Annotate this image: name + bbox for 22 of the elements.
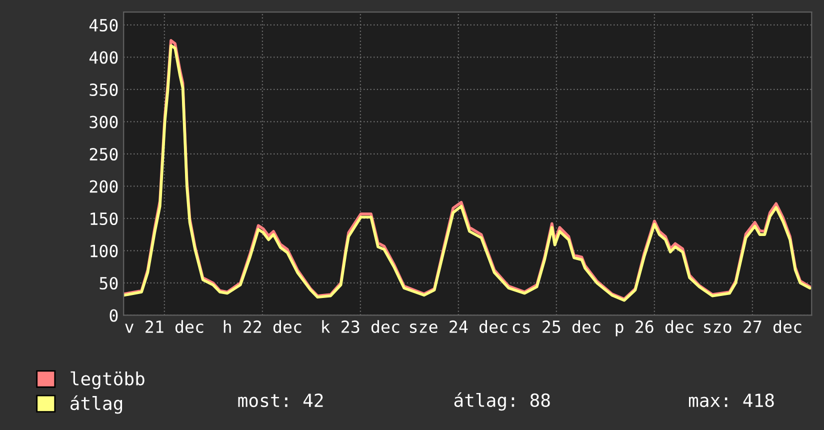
x-tick-label: cs 25 dec [512, 320, 600, 334]
x-tick-label: p 26 dec [616, 320, 694, 336]
y-tick-label: 300 [90, 116, 118, 128]
y-tick-label: 50 [100, 276, 118, 290]
text: átlag: 88 [454, 392, 550, 411]
y-tick-label: 450 [89, 18, 118, 32]
y-tick-label: 200 [90, 180, 118, 193]
x-tick-label: sze 24 dec [410, 320, 508, 334]
x-tick-label: k 23 dec [322, 320, 400, 334]
y-tick-label: 100 [90, 244, 118, 258]
x-tick-label: v 21 dec [125, 320, 204, 334]
y-tick-label: 250 [90, 148, 118, 161]
x-tick-label: szo 27 dec [704, 320, 802, 334]
y-tick-label: 0 [110, 309, 118, 322]
legend-label: átlag [70, 395, 122, 414]
text: max: 418 [689, 393, 774, 408]
text: most: 42 [238, 393, 323, 408]
y-tick-label: 150 [90, 212, 118, 226]
legend-label: legtöbb [70, 371, 144, 390]
x-tick-label: h 22 dec [224, 320, 302, 334]
y-tick-label: 350 [90, 83, 118, 96]
y-tick-label: 400 [89, 51, 118, 64]
